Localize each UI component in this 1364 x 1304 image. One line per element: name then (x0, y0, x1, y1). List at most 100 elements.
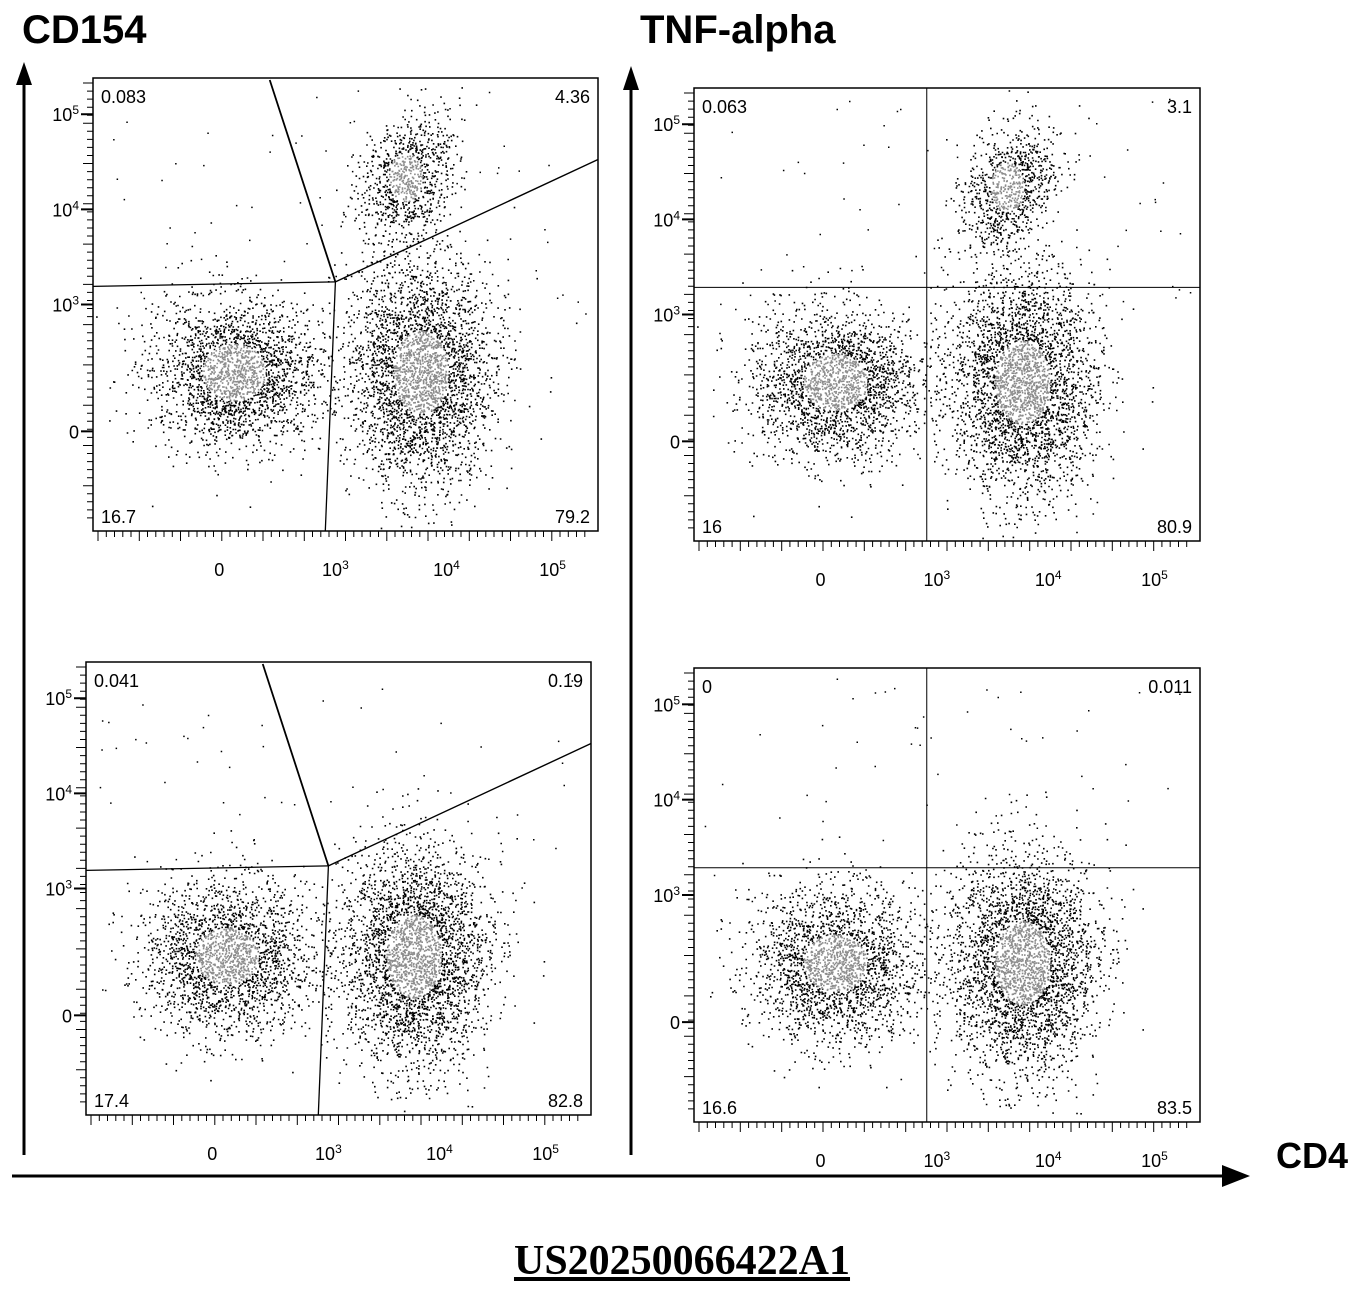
quadrant-label-ll: 16.6 (702, 1098, 737, 1118)
population-3 (915, 90, 1091, 306)
gate-lines (694, 668, 1200, 1122)
x-tick-label: 103 (322, 558, 349, 580)
population-core-1 (202, 343, 267, 401)
gate-lines (694, 88, 1200, 541)
flow-plot-1: 0.083 4.36 16.7 79.2 105 104 103 0 0 103 104 105 (52, 77, 599, 580)
quadrant-label-ll: 16.7 (101, 507, 136, 527)
population-core-1 (803, 934, 868, 992)
population-core-3 (990, 162, 1025, 213)
plot-frame (92, 77, 599, 532)
flow-plot-4: 0 0.011 16.6 83.5 105 104 103 0 0 103 104 105 (653, 667, 1201, 1171)
quadrant-label-lr: 83.5 (1157, 1098, 1192, 1118)
patent-number: US20250066422A1 (513, 1238, 851, 1284)
y-tick-label: 105 (653, 693, 680, 715)
population-core-2 (995, 921, 1051, 1006)
y-tick-label: 104 (52, 198, 79, 220)
x-tick-label: 103 (315, 1142, 342, 1164)
population-dots (99, 673, 574, 1113)
x-tick-label: 103 (924, 568, 951, 590)
x-tick-label: 104 (1035, 1149, 1062, 1171)
y-tick-label: 0 (670, 1013, 680, 1033)
gate-angled-right (328, 742, 592, 867)
x-tick-label: 0 (214, 560, 224, 580)
population-core-1 (195, 927, 260, 985)
quadrant-label-ul: 0.063 (702, 97, 747, 117)
axis-ticks (684, 672, 1188, 1132)
quadrant-label-ur: 0.19 (548, 671, 583, 691)
plot-frame (85, 661, 592, 1116)
y-tick-label: 0 (62, 1006, 72, 1026)
gate-angled-right (335, 158, 599, 283)
y-tick-label: 103 (653, 304, 680, 326)
y-tick-label: 0 (69, 422, 79, 442)
arrowhead-up-left-icon (16, 62, 32, 85)
quadrant-label-ul: 0.083 (101, 87, 146, 107)
quadrant-label-ur: 3.1 (1167, 97, 1192, 117)
population-core-2 (386, 914, 442, 999)
x-tick-label: 104 (433, 558, 460, 580)
y-tick-label: 104 (45, 782, 72, 804)
x-tick-label: 0 (815, 1151, 825, 1171)
y-tick-label: 104 (653, 789, 680, 811)
y-tick-label: 103 (653, 884, 680, 906)
gate-lines (85, 663, 592, 1116)
flow-plot-2: 0.063 3.1 16 80.9 105 104 103 0 0 103 104 105 (653, 87, 1201, 590)
quadrant-label-ul: 0.041 (94, 671, 139, 691)
population-dots (96, 87, 587, 530)
y-tick-label: 105 (653, 113, 680, 135)
population-2 (900, 791, 1144, 1115)
y-tick-label: 105 (52, 103, 79, 125)
arrowhead-right-icon (1222, 1165, 1250, 1187)
column-title-cd154: CD154 (22, 8, 147, 52)
sparse-events (113, 90, 587, 315)
x-axis-label: CD4 (1276, 1135, 1348, 1176)
gate-vertical (317, 865, 330, 1116)
x-tick-label: 0 (207, 1144, 217, 1164)
x-tick-label: 105 (539, 558, 566, 580)
x-tick-label: 105 (1141, 568, 1168, 590)
x-tick-label: 103 (924, 1149, 951, 1171)
population-core-2 (995, 340, 1051, 425)
quadrant-label-lr: 82.8 (548, 1091, 583, 1111)
population-dots (697, 90, 1192, 540)
population-core-2 (393, 330, 449, 415)
plot-frame (693, 667, 1201, 1123)
quadrant-label-ul: 0 (702, 677, 712, 697)
sparse-events (720, 98, 1192, 306)
axis-ticks (76, 666, 579, 1125)
y-tick-label: 103 (52, 294, 79, 316)
gate-angled-up (268, 79, 337, 283)
population-dots (704, 678, 1181, 1115)
gate-angled-up (261, 663, 330, 867)
y-tick-label: 105 (45, 687, 72, 709)
sparse-events (704, 678, 1181, 907)
population-1 (697, 265, 1017, 518)
gate-horizontal (85, 865, 329, 872)
quadrant-label-ll: 17.4 (94, 1091, 129, 1111)
x-tick-label: 105 (1141, 1149, 1168, 1171)
gate-horizontal (92, 281, 336, 288)
gate-vertical (324, 281, 337, 532)
y-tick-label: 103 (45, 878, 72, 900)
flow-plot-3: 0.041 0.19 17.4 82.8 105 104 103 0 0 103 104 105 (45, 661, 592, 1164)
y-tick-label: 104 (653, 208, 680, 230)
y-tick-label: 0 (670, 432, 680, 452)
quadrant-label-ll: 16 (702, 517, 722, 537)
quadrant-label-lr: 79.2 (555, 507, 590, 527)
axis-ticks (684, 92, 1188, 551)
population-3 (327, 87, 478, 318)
arrowhead-up-right-icon (623, 66, 639, 90)
population-core-1 (803, 353, 868, 411)
column-title-tnf-alpha: TNF-alpha (640, 8, 836, 52)
axis-ticks (83, 82, 586, 541)
x-tick-label: 104 (426, 1142, 453, 1164)
gate-lines (92, 79, 599, 532)
x-tick-label: 0 (815, 570, 825, 590)
quadrant-label-ur: 0.011 (1148, 677, 1192, 697)
plot-frame (693, 87, 1201, 542)
quadrant-label-ur: 4.36 (555, 87, 590, 107)
x-tick-label: 104 (1035, 568, 1062, 590)
x-tick-label: 105 (532, 1142, 559, 1164)
population-core-3 (389, 152, 424, 203)
